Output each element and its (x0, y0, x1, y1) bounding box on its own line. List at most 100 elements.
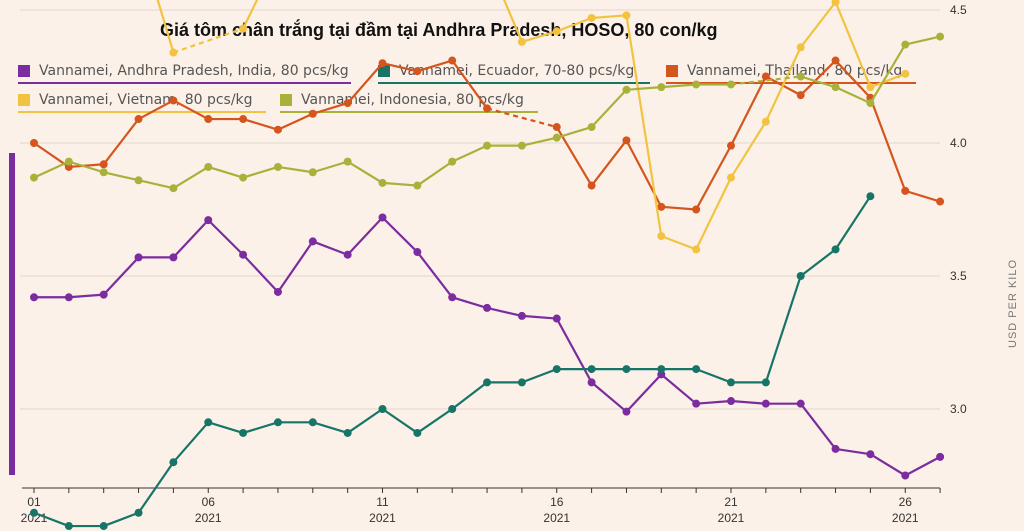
series-0-point-6 (239, 250, 248, 259)
series-0-point-9 (343, 250, 352, 259)
legend-underline-0 (18, 82, 351, 84)
series-2-point-15 (552, 123, 561, 132)
series-2-point-21 (761, 72, 770, 81)
series-3-point-25 (901, 69, 910, 78)
series-0-point-12 (448, 293, 457, 302)
series-4-point-20 (727, 80, 735, 89)
series-3-point-20 (727, 173, 735, 182)
series-0-point-19 (692, 399, 701, 408)
series-4-point-10 (378, 178, 387, 187)
legend-item-0[interactable]: Vannamei, Andhra Pradesh, India, 80 pcs/… (18, 63, 349, 79)
legend-item-4[interactable]: Vannamei, Indonesia, 80 pcs/kg (280, 92, 524, 108)
series-1-point-5 (204, 418, 213, 427)
series-1-point-3 (134, 508, 143, 517)
series-2-point-12 (448, 56, 457, 65)
series-1-point-6 (239, 428, 248, 437)
series-2-point-2 (99, 160, 108, 169)
series-4-point-18 (657, 83, 666, 92)
x-tick-label-4: 21 (724, 495, 738, 509)
series-1-point-22 (796, 272, 805, 280)
series-0-point-25 (901, 471, 910, 480)
series-0-point-21 (761, 399, 770, 408)
series-2-point-4 (169, 96, 178, 105)
series-3-point-22 (796, 43, 805, 52)
series-1-point-14 (517, 378, 526, 387)
series-1-point-8 (308, 418, 317, 427)
series-2-point-23 (831, 56, 840, 65)
series-2-point-13 (483, 104, 492, 113)
series-0-point-0 (30, 293, 38, 302)
series-0-point-20 (727, 397, 735, 406)
series-3-point-17 (622, 11, 631, 20)
legend-label: Vannamei, Indonesia, 80 pcs/kg (301, 92, 524, 108)
left-accent-bar (9, 153, 15, 475)
series-4-point-2 (99, 168, 108, 177)
x-tick-year-3: 2021 (543, 511, 570, 525)
legend-swatch (378, 65, 390, 77)
series-1-point-10 (378, 405, 387, 413)
series-1-point-7 (273, 418, 282, 427)
series-1-point-20 (727, 378, 735, 387)
series-3 (156, 0, 910, 254)
series-2-point-10 (378, 59, 387, 68)
series-4-point-1 (64, 157, 73, 166)
series-4-point-11 (413, 181, 422, 190)
series-1-line (33, 195, 872, 528)
legend-underline-1 (378, 82, 650, 84)
series-4-point-3 (134, 176, 143, 185)
series-0-point-8 (308, 237, 317, 246)
series-1-point-24 (866, 192, 875, 201)
series-2-point-11 (413, 67, 422, 76)
series-2-point-3 (134, 115, 143, 124)
legend-underline-2 (666, 82, 916, 84)
series-0-point-13 (483, 303, 492, 312)
series-0-point-14 (517, 311, 526, 320)
legend-item-3[interactable]: Vannamei, Vietnam, 80 pcs/kg (18, 92, 253, 108)
series-4-point-12 (448, 157, 457, 166)
series-0-point-17 (622, 407, 631, 416)
series-0-point-7 (273, 287, 282, 296)
series-1-point-0 (30, 508, 38, 517)
series-2-point-18 (657, 202, 666, 211)
y-tick-label-0: 3.0 (950, 402, 967, 416)
series-2-line (555, 59, 941, 211)
legend-label: Vannamei, Vietnam, 80 pcs/kg (39, 92, 253, 108)
series-2 (30, 56, 945, 214)
series-3-point-23 (831, 0, 840, 7)
series-0 (30, 213, 945, 480)
series-4-point-8 (308, 168, 317, 177)
series-1-point-19 (692, 365, 701, 374)
series-0-point-26 (936, 452, 945, 461)
series-3-gap-0 (173, 27, 244, 54)
series-4-point-4 (169, 184, 178, 193)
series-4-point-17 (622, 85, 631, 94)
series-3-point-14 (517, 37, 526, 46)
series-0-point-15 (552, 314, 561, 323)
series-1 (30, 192, 875, 531)
legend-swatch (280, 94, 292, 106)
series-1-point-4 (169, 458, 178, 467)
series-4-point-24 (866, 99, 875, 108)
series-4-point-26 (936, 32, 945, 41)
series-1-point-9 (343, 428, 352, 437)
series-3-line (242, 0, 906, 251)
series-1-point-16 (587, 365, 596, 374)
series-1-point-17 (622, 365, 631, 374)
series-2-point-20 (727, 141, 735, 150)
legend-swatch (666, 65, 678, 77)
series-4-point-6 (239, 173, 248, 182)
series-2-point-26 (936, 197, 945, 206)
series-0-point-5 (204, 216, 213, 225)
series-4-point-15 (552, 133, 561, 142)
series-2-line (33, 59, 488, 169)
chart-title: Giá tôm chân trắng tại đầm tại Andhra Pr… (160, 20, 718, 40)
series-2-gap-0 (486, 107, 558, 129)
series-0-point-1 (64, 293, 73, 302)
x-tick-year-4: 2021 (718, 511, 745, 525)
series-2-point-25 (901, 186, 910, 195)
legend-swatch (18, 65, 30, 77)
series-3-line (156, 0, 175, 53)
series-4-point-13 (483, 141, 492, 150)
series-4-point-22 (796, 72, 805, 81)
series-1-point-21 (761, 378, 770, 387)
